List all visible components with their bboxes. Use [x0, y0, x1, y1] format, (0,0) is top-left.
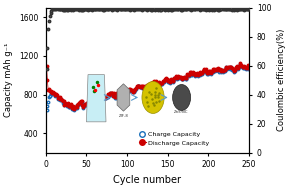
Y-axis label: Coulombic efficiency(%): Coulombic efficiency(%)	[277, 29, 286, 131]
X-axis label: Cycle number: Cycle number	[113, 175, 182, 185]
Y-axis label: Capacity mAh g⁻¹: Capacity mAh g⁻¹	[4, 43, 13, 117]
Legend: Charge Capacity, Discharge Capacity: Charge Capacity, Discharge Capacity	[136, 129, 212, 148]
